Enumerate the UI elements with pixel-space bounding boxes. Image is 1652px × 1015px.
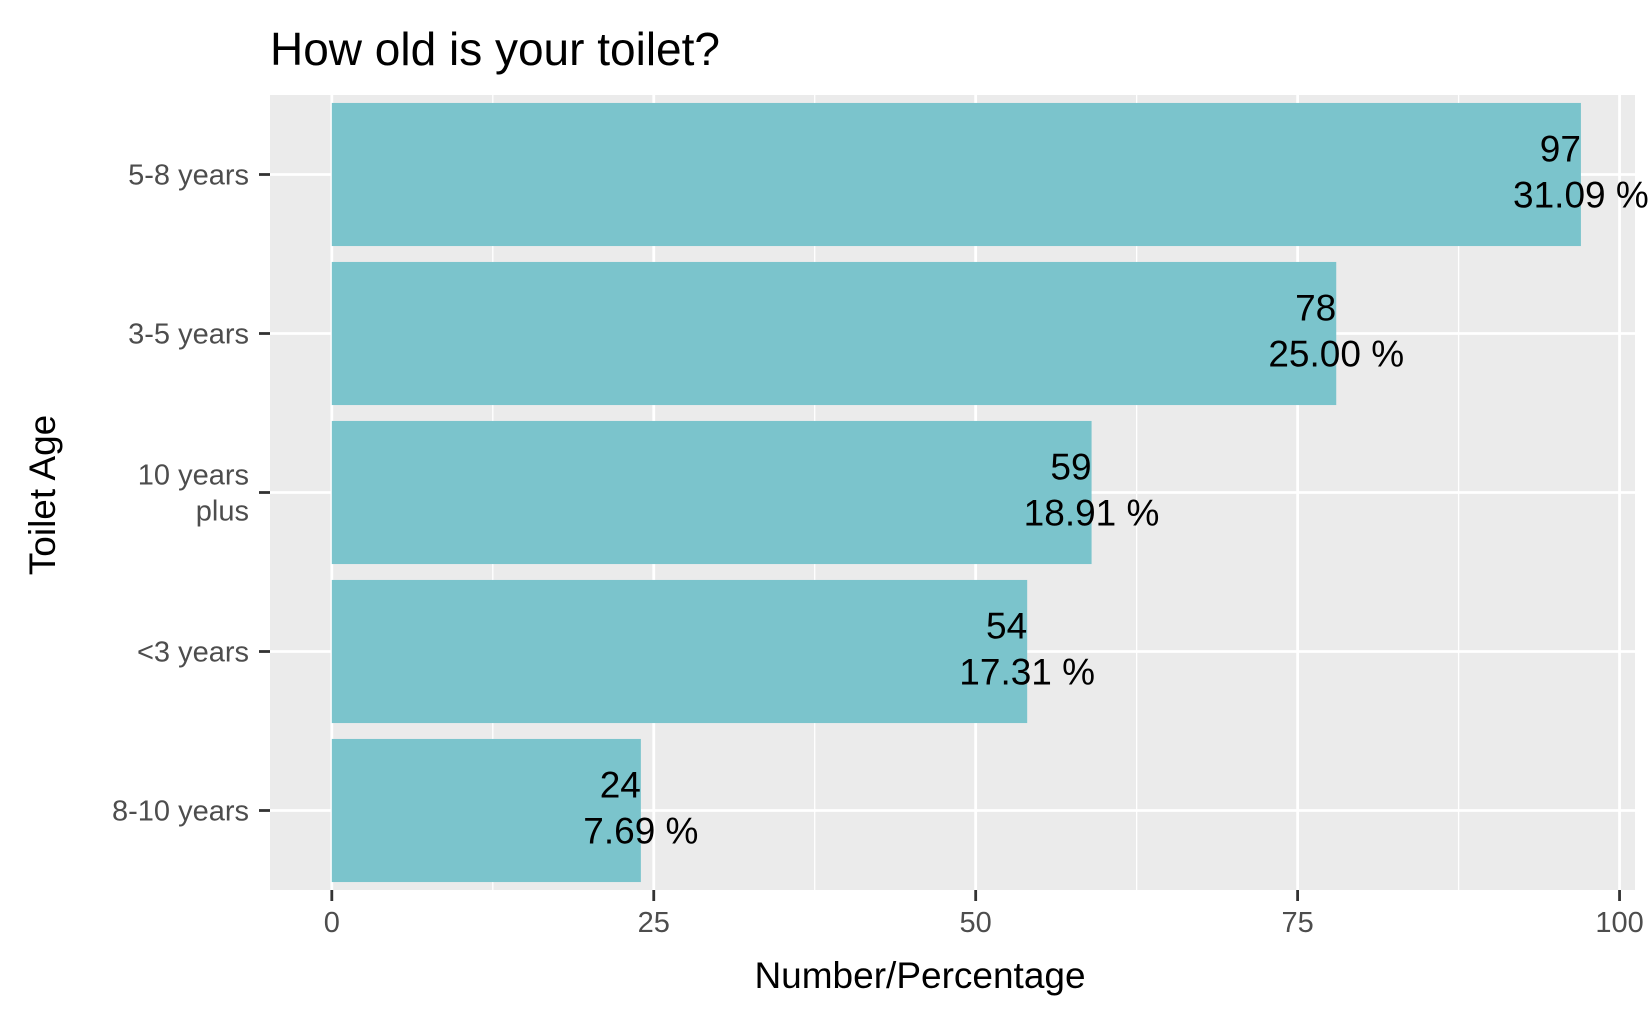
bar-percent-label: 25.00 % — [1268, 334, 1404, 375]
bar-count-label: 97 — [1540, 129, 1581, 170]
bar-percent-label: 7.69 % — [583, 811, 698, 852]
bar-percent-label: 31.09 % — [1513, 175, 1649, 216]
x-tick-label: 100 — [1595, 907, 1643, 939]
bar — [331, 738, 641, 883]
bar — [331, 102, 1581, 247]
y-tick-label: 8-10 years — [112, 796, 249, 828]
x-tick-label: 0 — [324, 907, 340, 939]
bar-count-label: 24 — [600, 765, 641, 806]
bar-percent-label: 17.31 % — [959, 652, 1095, 693]
x-tick-label: 25 — [638, 907, 670, 939]
y-tick-label: 5-8 years — [128, 160, 249, 192]
x-axis-title: Number/Percentage — [754, 955, 1085, 996]
bar-labels: 97 31.09 % 78 25.00 % 59 18.91 % 54 17.31 % 24 7.… — [583, 129, 1649, 852]
bar-count-label: 59 — [1050, 447, 1091, 488]
bar-count-label: 54 — [986, 606, 1027, 647]
y-tick-label: 10 years — [138, 460, 249, 492]
bar — [331, 420, 1092, 565]
y-axis: 5-8 years 3-5 years 10 years plus <3 years 8-… — [112, 160, 270, 828]
bar-percent-label: 18.91 % — [1024, 493, 1160, 534]
y-tick-label: plus — [196, 496, 249, 528]
bars — [331, 102, 1581, 883]
x-tick-label: 50 — [960, 907, 992, 939]
bar-count-label: 78 — [1295, 288, 1336, 329]
x-tick-label: 75 — [1281, 907, 1313, 939]
bar — [331, 261, 1337, 406]
y-axis-title: Toilet Age — [22, 415, 63, 575]
y-tick-label: 3-5 years — [128, 319, 249, 351]
chart-title: How old is your toilet? — [270, 23, 720, 75]
y-tick-label: <3 years — [137, 637, 249, 669]
bar — [331, 579, 1028, 724]
x-axis: 0 25 50 75 100 — [324, 890, 1644, 939]
